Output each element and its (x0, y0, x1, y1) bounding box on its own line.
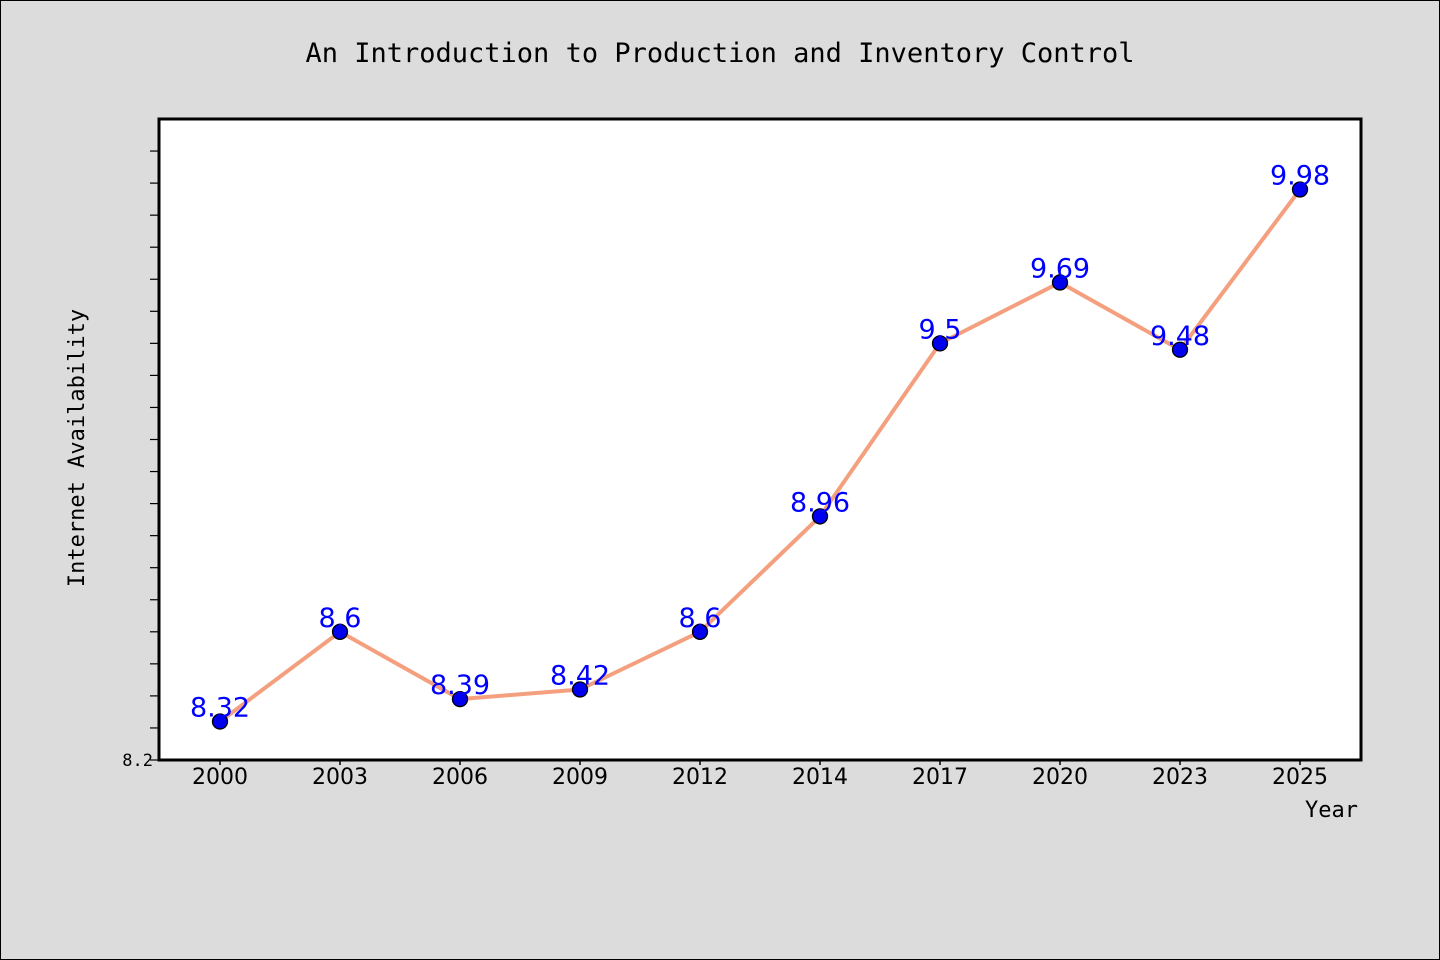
x-tick-label: 2020 (1032, 765, 1088, 790)
data-point (331, 623, 349, 640)
x-tick-label: 2003 (312, 765, 368, 790)
data-point (1171, 341, 1189, 358)
data-point (211, 713, 229, 730)
y-axis-label: Internet Availability (65, 309, 90, 587)
data-label: 8.6 (679, 603, 722, 634)
x-tick-label: 2006 (432, 765, 488, 790)
data-label: 8.42 (550, 660, 610, 691)
x-tick-label: 2025 (1272, 765, 1328, 790)
data-label-layer: 8.32 8.6 8.39 8.42 8.6 8.96 9.5 9.69 9.48 9.98 (190, 161, 1330, 724)
x-tick-label: 2017 (912, 765, 968, 790)
data-label: 8.6 (319, 603, 362, 634)
plot-area (157, 117, 1363, 762)
x-axis-tick-labels: 2000 2003 2006 2009 2012 2014 2017 2020 2023 2025 (192, 765, 1328, 790)
data-label: 8.32 (190, 693, 250, 724)
data-point (1051, 274, 1069, 291)
x-axis-label: Year (1305, 798, 1358, 823)
x-axis-ticks (219, 760, 1301, 765)
data-label: 9.5 (919, 314, 962, 345)
marker-layer (211, 181, 1309, 730)
x-tick-label: 2009 (552, 765, 608, 790)
x-tick-label: 2000 (192, 765, 248, 790)
data-label: 9.98 (1270, 161, 1330, 192)
series-line (218, 187, 1302, 724)
data-point (1291, 181, 1309, 198)
data-label: 9.69 (1030, 253, 1090, 284)
y-axis-ticks (150, 150, 159, 761)
data-point (451, 690, 469, 708)
chart-title: An Introduction to Production and Invent… (305, 38, 1134, 69)
y-tick-label: 8.2 (122, 751, 153, 771)
series-layer (218, 187, 1302, 724)
data-label: 8.39 (430, 670, 490, 701)
x-tick-label: 2023 (1152, 765, 1208, 790)
data-label: 8.96 (790, 487, 850, 518)
data-point (931, 335, 949, 352)
x-tick-label: 2014 (792, 765, 848, 790)
data-label: 9.48 (1150, 321, 1210, 352)
data-point (571, 681, 589, 698)
data-point (691, 623, 709, 640)
x-tick-label: 2012 (672, 765, 728, 790)
data-point (811, 508, 829, 525)
